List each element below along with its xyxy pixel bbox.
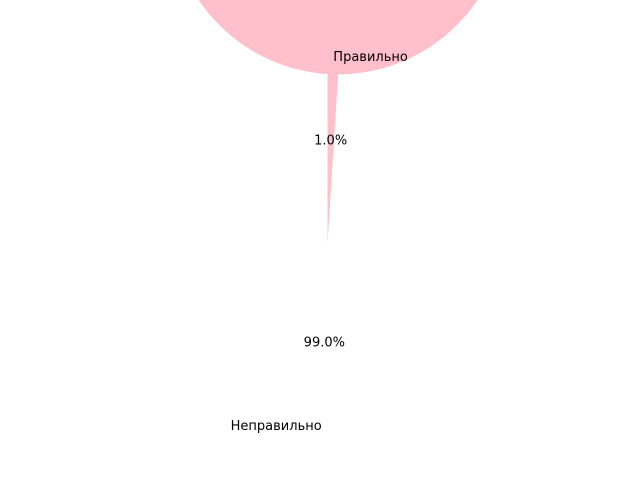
pie-percent-label-2: 99.0% [304,335,345,350]
pie-labels: 1.0% Правильно 99.0% Неправильно [231,50,408,434]
pie-category-label-1: Правильно [333,50,408,65]
pie-percent-label-1: 1.0% [314,134,347,149]
pie-slices [198,0,478,242]
pie-category-label-2: Неправильно [231,419,322,434]
pie-slice-2 [198,0,478,242]
